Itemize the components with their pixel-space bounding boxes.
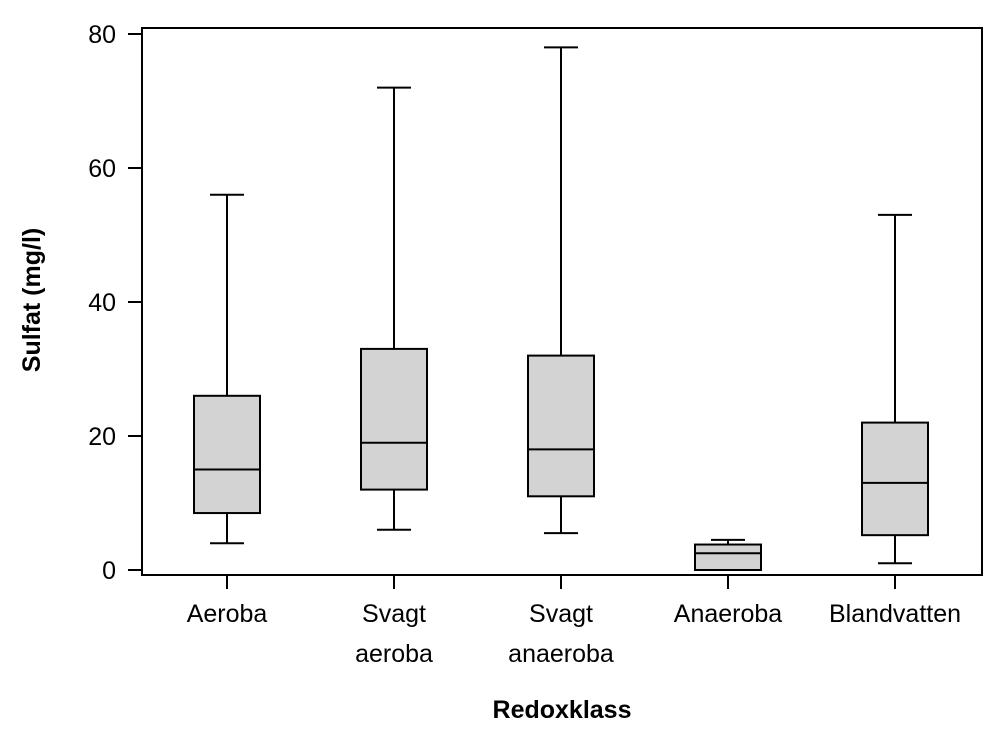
iqr-box <box>193 394 261 515</box>
y-tick-label-60: 60 <box>88 155 116 183</box>
box-group-1 <box>360 86 428 531</box>
iqr-box <box>360 347 428 491</box>
axes: 0 20 40 60 80 Aeroba Svagt aeroba Svagt anaeroba A… <box>88 21 983 668</box>
x-category-label-line: Blandvatten <box>829 600 961 628</box>
y-tick-label-20: 20 <box>88 423 116 451</box>
iqr-box <box>694 543 762 571</box>
x-axis-title: Redoxklass <box>493 696 632 724</box>
x-category-label-line: Aeroba <box>187 600 268 628</box>
y-tick-label-80: 80 <box>88 21 116 49</box>
box-group-2 <box>527 46 595 535</box>
x-category-label-2: Svagt anaeroba <box>508 600 614 668</box>
x-category-label-4: Blandvatten <box>829 600 961 628</box>
box-group-0 <box>193 193 261 545</box>
x-category-label-3: Anaeroba <box>674 600 783 628</box>
x-category-label-1: Svagt aeroba <box>355 600 433 668</box>
box-group-4 <box>861 213 929 565</box>
x-category-label-line: anaeroba <box>508 640 614 668</box>
boxes <box>193 46 929 571</box>
x-category-label-line: Svagt <box>529 600 593 628</box>
x-category-label-line: Anaeroba <box>674 600 783 628</box>
x-category-label-0: Aeroba <box>187 600 268 628</box>
iqr-box <box>861 421 929 537</box>
x-category-label-line: Svagt <box>362 600 426 628</box>
y-tick-label-40: 40 <box>88 289 116 317</box>
y-axis-title: Sulfat (mg/l) <box>18 228 46 372</box>
box-group-3 <box>694 538 762 571</box>
y-tick-label-0: 0 <box>102 557 116 585</box>
x-category-label-line: aeroba <box>355 640 433 668</box>
iqr-box <box>527 354 595 498</box>
